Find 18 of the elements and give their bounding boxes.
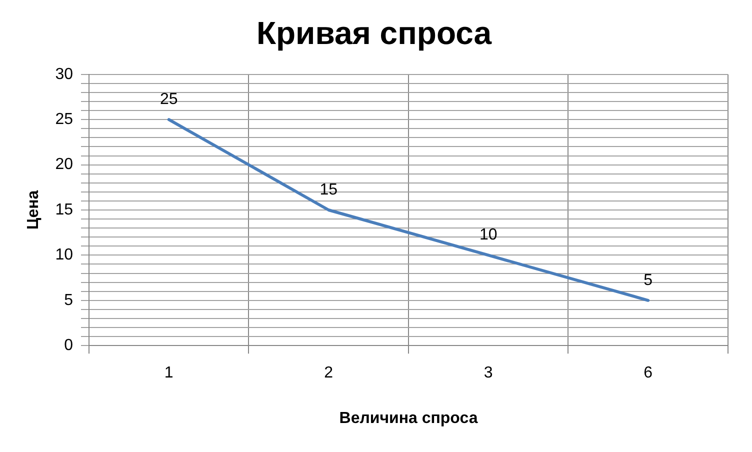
y-axis-title: Цена [25, 190, 42, 230]
y-tick-label: 5 [64, 292, 74, 309]
y-tick-label: 10 [55, 246, 74, 264]
y-tick-label: 30 [55, 66, 74, 83]
y-tick-label: 25 [55, 111, 74, 128]
chart-title: Кривая спроса [256, 15, 492, 52]
x-axis-title: Величина спроса [339, 410, 478, 427]
x-tick-label: 2 [324, 364, 334, 382]
y-tick-label: 0 [64, 337, 74, 354]
x-tick-label: 3 [484, 364, 493, 382]
x-tick-label: 1 [164, 364, 174, 382]
data-label: 15 [320, 181, 338, 198]
data-label: 25 [160, 91, 178, 108]
x-tick-label: 6 [644, 364, 653, 382]
y-tick-label: 15 [55, 201, 74, 218]
y-tick-label: 20 [55, 156, 74, 174]
data-label: 5 [644, 272, 653, 289]
data-label: 10 [479, 226, 498, 244]
